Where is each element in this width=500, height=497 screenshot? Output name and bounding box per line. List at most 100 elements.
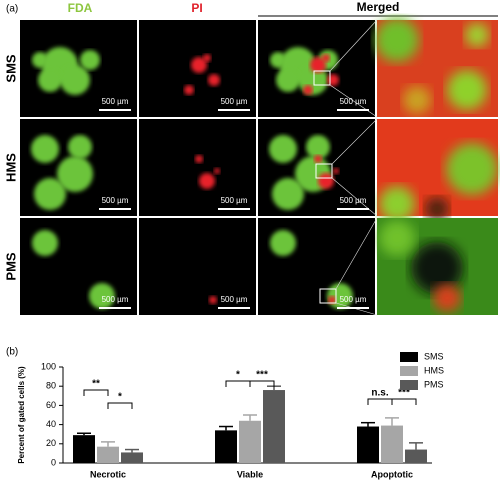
zoom-line <box>331 177 378 217</box>
cell-blob <box>32 230 58 256</box>
bar <box>263 390 285 463</box>
error-bar <box>409 442 423 450</box>
micrograph: 500 µm <box>139 20 256 117</box>
row-label: HMS <box>3 153 18 182</box>
column-header: PI <box>191 1 202 15</box>
x-tick-label: Viable <box>237 469 263 479</box>
zoom-blob <box>425 197 449 221</box>
legend-swatch <box>400 352 418 362</box>
bar <box>239 420 261 463</box>
significance-bracket <box>367 398 393 405</box>
legend-label: HMS <box>424 365 444 375</box>
bar <box>121 452 143 463</box>
column-header: Merged <box>357 0 400 14</box>
scale-bar-label: 500 µm <box>340 295 367 304</box>
row-label: PMS <box>3 252 18 281</box>
error-bar <box>361 421 375 427</box>
cell-blob <box>328 296 336 304</box>
micrograph: 500 µm <box>139 119 256 216</box>
cell-blob <box>333 168 339 174</box>
micrograph: 500 µm <box>20 20 137 117</box>
scale-bar-label: 500 µm <box>340 196 367 205</box>
panel-label: (a) <box>6 4 18 15</box>
cell-blob <box>214 168 220 174</box>
cell-blob <box>303 85 313 95</box>
zoom-blob <box>403 86 431 114</box>
zoom-box <box>315 163 333 179</box>
zoom-blob <box>433 284 461 312</box>
error-bar <box>385 417 399 426</box>
zoom-blob <box>446 143 498 195</box>
y-tick-label: 100 <box>41 361 56 371</box>
significance-label: n.s. <box>371 388 388 399</box>
x-tick-label: Necrotic <box>90 469 126 479</box>
legend-swatch <box>400 366 418 376</box>
zoom-line <box>331 118 378 165</box>
cell-blob <box>184 85 194 95</box>
significance-bracket <box>225 380 251 387</box>
significance-bracket <box>107 402 133 409</box>
micrograph: 500 µm <box>139 218 256 315</box>
significance-bracket <box>249 380 275 387</box>
zoom-blob <box>411 242 463 294</box>
cell-blob <box>327 74 339 86</box>
bar <box>73 435 95 463</box>
cell-blob <box>80 50 100 70</box>
bar <box>381 425 403 463</box>
cell-blob <box>191 57 207 73</box>
bar <box>357 426 379 463</box>
significance-label: ** <box>92 379 100 390</box>
error-bar <box>125 448 139 453</box>
significance-label: *** <box>256 370 268 381</box>
cell-blob <box>276 68 300 92</box>
zoom-blob <box>465 23 489 47</box>
legend-label: PMS <box>424 379 444 389</box>
cell-blob <box>318 173 334 189</box>
x-tick-label: Apoptotic <box>371 469 413 479</box>
row-label: SMS <box>3 54 18 83</box>
cell-blob <box>208 74 220 86</box>
cell-blob <box>34 178 66 210</box>
micrograph: 500 µm <box>20 218 137 315</box>
scale-bar-label: 500 µm <box>221 295 248 304</box>
cell-blob <box>60 65 90 95</box>
y-tick-label: 40 <box>46 419 56 429</box>
cell-blob <box>203 54 211 62</box>
significance-bracket <box>391 398 417 405</box>
micrograph <box>377 218 498 315</box>
zoom-line <box>335 217 378 290</box>
cell-blob <box>199 173 215 189</box>
scale-bar-label: 500 µm <box>102 295 129 304</box>
error-bar <box>219 425 233 431</box>
cell-blob <box>310 57 326 73</box>
legend-swatch <box>400 380 418 390</box>
zoom-blob <box>379 220 415 256</box>
zoom-box <box>313 70 331 86</box>
y-tick-label: 20 <box>46 438 56 448</box>
zoom-line <box>329 19 378 72</box>
image-background <box>139 218 256 315</box>
error-bar <box>243 414 257 421</box>
cell-blob <box>57 156 93 192</box>
error-bar <box>77 432 91 436</box>
cell-blob <box>270 230 296 256</box>
image-background <box>139 119 256 216</box>
bar <box>405 449 427 463</box>
cell-blob <box>272 178 304 210</box>
cell-blob <box>270 52 286 68</box>
scale-bar-label: 500 µm <box>340 97 367 106</box>
column-header: FDA <box>68 1 93 15</box>
scale-bar-label: 500 µm <box>221 196 248 205</box>
cell-blob <box>195 155 203 163</box>
zoom-blob <box>375 18 419 62</box>
legend-label: SMS <box>424 351 444 361</box>
cell-blob <box>32 52 48 68</box>
y-tick-label: 0 <box>51 457 56 467</box>
scale-bar-label: 500 µm <box>102 196 129 205</box>
significance-bracket <box>83 389 109 396</box>
error-bar <box>101 441 115 447</box>
significance-label: * <box>118 392 122 403</box>
bar <box>215 430 237 463</box>
cell-blob <box>306 135 330 159</box>
